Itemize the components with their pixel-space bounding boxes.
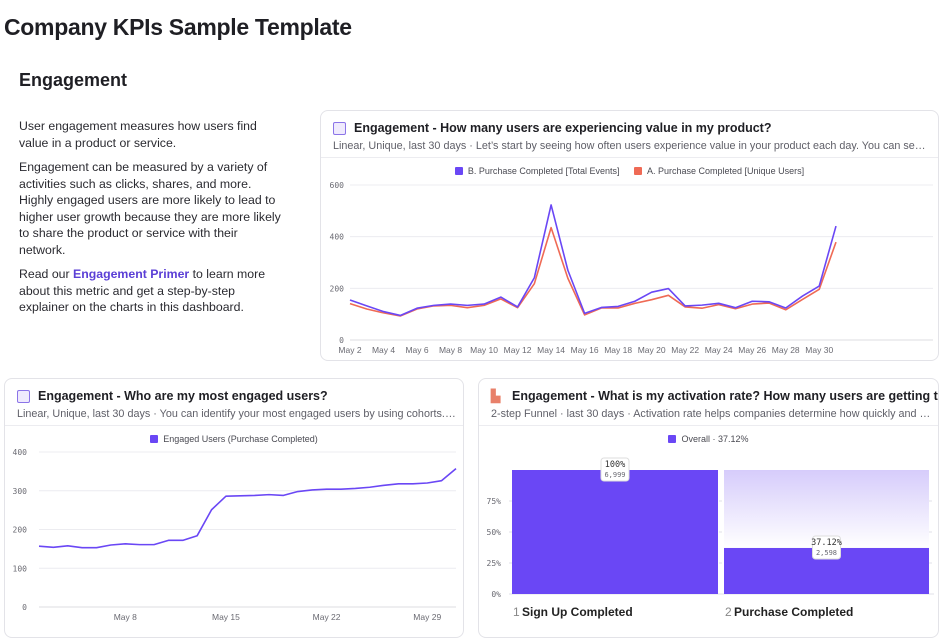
x-tick-label: May 28 [772,345,800,355]
line-chart: 0 100 200 300 400 May 8 May 15 May 22 May 29 [13,448,457,622]
x-tick-label: May 22 [313,612,341,622]
x-tick-label: May 6 [405,345,428,355]
bar-percent-label: 100% [605,460,625,470]
bar-label-box [600,457,630,482]
line-chart-icon [17,389,30,403]
step-number: 1 [513,605,520,619]
legend-item[interactable]: A. Purchase Completed [Unique Users] [634,166,804,176]
x-tick-label: May 20 [638,345,666,355]
x-tick-label: May 8 [439,345,462,355]
y-tick-label: 75% [487,497,502,506]
y-tick-label: 400 [13,448,28,457]
legend-item[interactable]: Overall · 37.12% [668,434,749,444]
legend-item[interactable]: B. Purchase Completed [Total Events] [454,166,619,176]
page-title: Company KPIs Sample Template [4,14,352,40]
legend: B. Purchase Completed [Total Events] A. … [321,166,938,176]
intro-text: User engagement measures how users find … [19,118,281,324]
y-tick-label: 0% [491,590,501,599]
chart-title[interactable]: Engagement - What is my activation rate?… [512,389,939,403]
funnel-icon: ▙ [491,388,501,403]
x-tick-label: May 14 [537,345,565,355]
intro-p3: Read our Engagement Primer to learn more… [19,266,281,316]
y-tick-label: 0 [22,603,27,612]
x-tick-label: May 24 [705,345,733,355]
series-line [349,226,837,317]
bar-count-label: 2,598 [816,549,837,557]
intro-p2: Engagement can be measured by a variety … [19,160,281,257]
funnel-chart: 0% 25% 50% 75% 100%6,999 1 Sign Up Completed 37… [487,457,934,619]
bar-count-label: 6,999 [604,471,625,479]
bar-label-box [812,535,841,560]
x-tick-label: May 29 [413,612,441,622]
chart-card-value[interactable]: Engagement - How many users are experien… [320,110,939,361]
x-tick-label: May 15 [212,612,240,622]
y-tick-label: 200 [13,526,28,535]
series-line [38,468,457,549]
y-tick-label: 200 [330,284,345,293]
x-tick-label: May 16 [571,345,599,355]
step-label: Sign Up Completed [522,605,633,619]
x-tick-label: May 26 [738,345,766,355]
y-tick-label: 600 [330,181,345,190]
x-tick-label: May 4 [372,345,395,355]
x-tick-label: May 22 [671,345,699,355]
y-tick-label: 300 [13,487,28,496]
chart-title[interactable]: Engagement - Who are my most engaged use… [38,389,328,403]
section-title: Engagement [19,70,128,90]
dropoff-area [724,470,929,548]
intro-p1: User engagement measures how users find … [19,119,257,150]
legend-item[interactable]: Engaged Users (Purchase Completed) [150,434,318,444]
y-tick-label: 0 [339,336,344,345]
legend: Engaged Users (Purchase Completed) [5,434,463,444]
x-tick-label: May 18 [604,345,632,355]
engagement-primer-link[interactable]: Engagement Primer [73,267,190,281]
y-tick-label: 25% [487,559,502,568]
x-tick-label: May 8 [114,612,137,622]
x-tick-label: May 12 [504,345,532,355]
y-tick-label: 50% [487,528,502,537]
line-chart-icon [333,121,346,135]
intro-p3-text-end: to learn more about this metric and get … [19,267,266,314]
x-tick-label: May 30 [805,345,833,355]
chart-title[interactable]: Engagement - How many users are experien… [354,121,772,135]
x-tick-label: May 2 [338,345,361,355]
step-number: 2 [725,605,732,619]
y-tick-label: 100 [13,564,28,573]
intro-p3-text: Read our [19,267,74,281]
x-tick-label: May 10 [470,345,498,355]
series-line [349,204,837,317]
bar-percent-label: 37.12% [811,538,842,548]
step-label: Purchase Completed [734,605,853,619]
legend: Overall · 37.12% [479,434,938,444]
line-chart: 0 200 400 600 May 2 May 4 May 6 May 8 May 10 May … [330,181,933,355]
chart-card-activation[interactable]: ▙ Engagement - What is my activation rate… [478,378,939,638]
chart-card-engaged-users[interactable]: Engagement - Who are my most engaged use… [4,378,464,638]
funnel-bar [512,470,718,594]
y-tick-label: 400 [330,233,345,242]
